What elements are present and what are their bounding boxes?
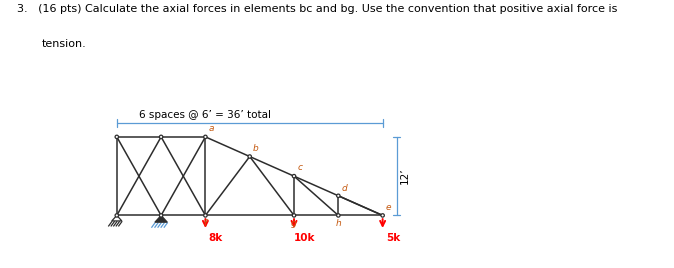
- Text: 10k: 10k: [294, 233, 315, 243]
- Circle shape: [248, 155, 251, 158]
- Circle shape: [336, 194, 340, 198]
- Polygon shape: [155, 215, 167, 222]
- Text: f: f: [204, 219, 207, 228]
- Polygon shape: [112, 215, 122, 221]
- Text: h: h: [336, 219, 341, 228]
- Text: 5k: 5k: [386, 233, 400, 243]
- Text: 3.   (16 pts) Calculate the axial forces in elements bc and bg. Use the conventi: 3. (16 pts) Calculate the axial forces i…: [17, 4, 617, 14]
- Circle shape: [204, 214, 207, 217]
- Text: e: e: [386, 203, 391, 212]
- Circle shape: [115, 135, 119, 139]
- Text: d: d: [342, 184, 347, 193]
- Text: 8k: 8k: [208, 233, 223, 243]
- Text: 6 spaces @ 6’ = 36’ total: 6 spaces @ 6’ = 36’ total: [140, 110, 272, 120]
- Text: g: g: [291, 219, 297, 228]
- Text: a: a: [208, 124, 214, 133]
- Circle shape: [293, 214, 296, 217]
- Text: c: c: [297, 163, 302, 172]
- Circle shape: [336, 214, 340, 217]
- Circle shape: [381, 214, 384, 217]
- Circle shape: [204, 135, 207, 139]
- Text: b: b: [253, 144, 259, 153]
- Circle shape: [115, 214, 119, 217]
- Text: 12’: 12’: [399, 168, 409, 184]
- Circle shape: [159, 135, 163, 139]
- Text: tension.: tension.: [42, 39, 86, 49]
- Circle shape: [159, 214, 163, 217]
- Circle shape: [293, 174, 296, 178]
